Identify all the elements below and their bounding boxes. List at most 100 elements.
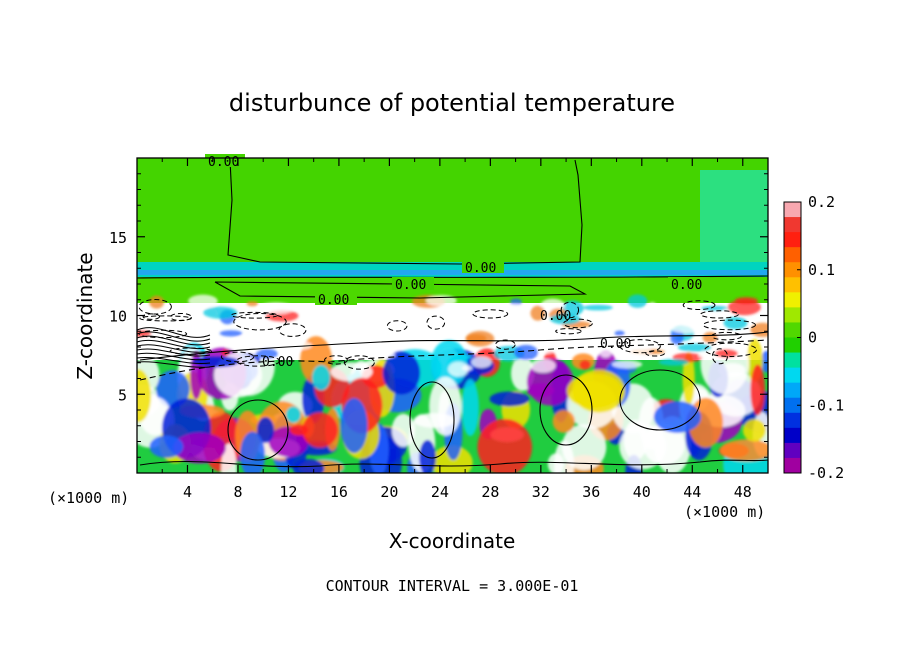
- turbulence-blob: [419, 439, 436, 473]
- y-axis-label: Z-coordinate: [73, 252, 97, 379]
- cloud-blob: [579, 360, 591, 370]
- colorbar-swatch: [784, 307, 801, 323]
- contour-lower-wave: [139, 459, 768, 468]
- cloud-blob: [727, 299, 761, 316]
- x-tick-label: 36: [582, 483, 600, 501]
- colorbar-tick-label: -0.1: [808, 396, 844, 414]
- x-axis-unit-left: (×1000 m): [48, 489, 129, 507]
- x-axis-unit-right: (×1000 m): [684, 503, 765, 521]
- dashed-contour: [560, 301, 580, 319]
- cloud-blob: [614, 330, 625, 336]
- x-tick-label: 28: [481, 483, 499, 501]
- dashed-contour: [386, 320, 408, 332]
- cloud-blob: [258, 302, 294, 315]
- dense-contour: [137, 344, 211, 353]
- contour-lower-ring-4: [539, 374, 593, 446]
- contour-lower-ring-1: [619, 369, 701, 431]
- contour-label: 0.00: [540, 309, 571, 324]
- y-tick-label: 5: [118, 386, 127, 404]
- cloud-blob: [346, 306, 370, 322]
- dense-contour: [137, 361, 211, 368]
- colorbar-tick-label: 0: [808, 329, 817, 347]
- turbulence-blob: [256, 417, 275, 444]
- dashed-contour: [220, 351, 255, 363]
- x-tick-label: 20: [380, 483, 398, 501]
- dashed-contour: [704, 342, 757, 357]
- colorbar-swatch: [784, 352, 801, 369]
- contour-label: 0.00: [208, 155, 239, 170]
- x-tick-label: 12: [279, 483, 297, 501]
- x-tick-label: 16: [330, 483, 348, 501]
- turbulence-blob: [340, 398, 368, 453]
- chart-title: disturbunce of potential temperature: [229, 89, 675, 117]
- dashed-contour: [645, 350, 665, 357]
- turbulence-blob: [330, 362, 373, 382]
- contour-label: 0.00: [465, 261, 496, 276]
- turbulence-blob: [619, 423, 667, 470]
- colorbar-swatch: [784, 277, 801, 293]
- cloud-blob: [178, 322, 203, 337]
- dense-contour: [137, 335, 211, 346]
- cloud-blob: [658, 358, 689, 366]
- cloud-blob: [613, 336, 629, 347]
- dense-contour: [137, 327, 211, 338]
- dense-contour: [137, 331, 211, 342]
- cloud-blob: [723, 316, 748, 330]
- turbulence-blob: [192, 356, 239, 368]
- cloud-blob: [671, 325, 704, 334]
- cloud-blob: [246, 300, 259, 307]
- turbulence-patches: [137, 294, 768, 473]
- x-tick-label: 48: [734, 483, 752, 501]
- turbulence-blob: [561, 424, 607, 471]
- cloud-blob: [465, 330, 495, 347]
- tropopause-blue-line: [137, 270, 768, 275]
- turbulence-blob: [301, 412, 338, 448]
- colorbar-swatch: [784, 427, 801, 444]
- dashed-contour: [138, 299, 172, 315]
- colorbar-swatch: [784, 322, 801, 338]
- dashed-contour: [711, 331, 742, 341]
- turbulence-blob: [173, 432, 226, 464]
- turbulence-blob: [155, 370, 190, 408]
- contour-lower-ring-3: [409, 381, 455, 459]
- dashed-contour: [711, 348, 728, 365]
- cloud-blob: [276, 340, 312, 351]
- turbulence-blob: [289, 424, 309, 436]
- dashed-contour: [702, 319, 756, 331]
- dense-contour: [137, 340, 211, 349]
- colorbar-ticks: 0.2 0.1 0 -0.1 -0.2: [797, 193, 844, 482]
- contour-label: 0.00: [600, 337, 631, 352]
- contour-label: 0.00: [395, 278, 426, 293]
- y-tick-label: 10: [109, 308, 127, 326]
- dashed-contour: [235, 355, 281, 367]
- contour-cloud-base: [139, 339, 768, 381]
- plot-area: [137, 158, 768, 473]
- cloud-dashed-contours: [137, 299, 757, 370]
- colorbar-swatch: [784, 367, 801, 384]
- cloud-blob: [644, 331, 678, 339]
- colorbar-swatch: [784, 202, 801, 218]
- colorbar-swatch: [784, 337, 801, 354]
- dashed-contour: [472, 309, 509, 319]
- cloud-blob: [461, 365, 473, 372]
- cloud-blob: [627, 294, 648, 308]
- dashed-contour: [700, 310, 739, 319]
- dashed-contour: [495, 339, 516, 350]
- dashed-contour: [343, 355, 375, 370]
- cloud-blob: [530, 358, 556, 373]
- turbulence-blob: [286, 406, 301, 423]
- cloud-blob: [335, 346, 369, 352]
- x-tick-label: 4: [183, 483, 192, 501]
- cloud-blob: [362, 352, 396, 359]
- cloud-blob: [701, 305, 729, 311]
- cloud-blob: [549, 313, 581, 325]
- contour-interval-note: CONTOUR INTERVAL = 3.000E-01: [326, 577, 579, 595]
- contour-labels: 0.00 0.00 0.00 0.00 0.00 0.00 0.00 0.00: [205, 154, 710, 370]
- cloud-blob: [149, 295, 165, 309]
- colorbar-tick-label: 0.2: [808, 193, 835, 211]
- contour-lines: [137, 159, 768, 468]
- turbulence-blob: [461, 379, 479, 437]
- cloud-blob: [447, 361, 469, 377]
- dense-contour: [137, 348, 211, 357]
- turbulence-blob: [137, 369, 152, 423]
